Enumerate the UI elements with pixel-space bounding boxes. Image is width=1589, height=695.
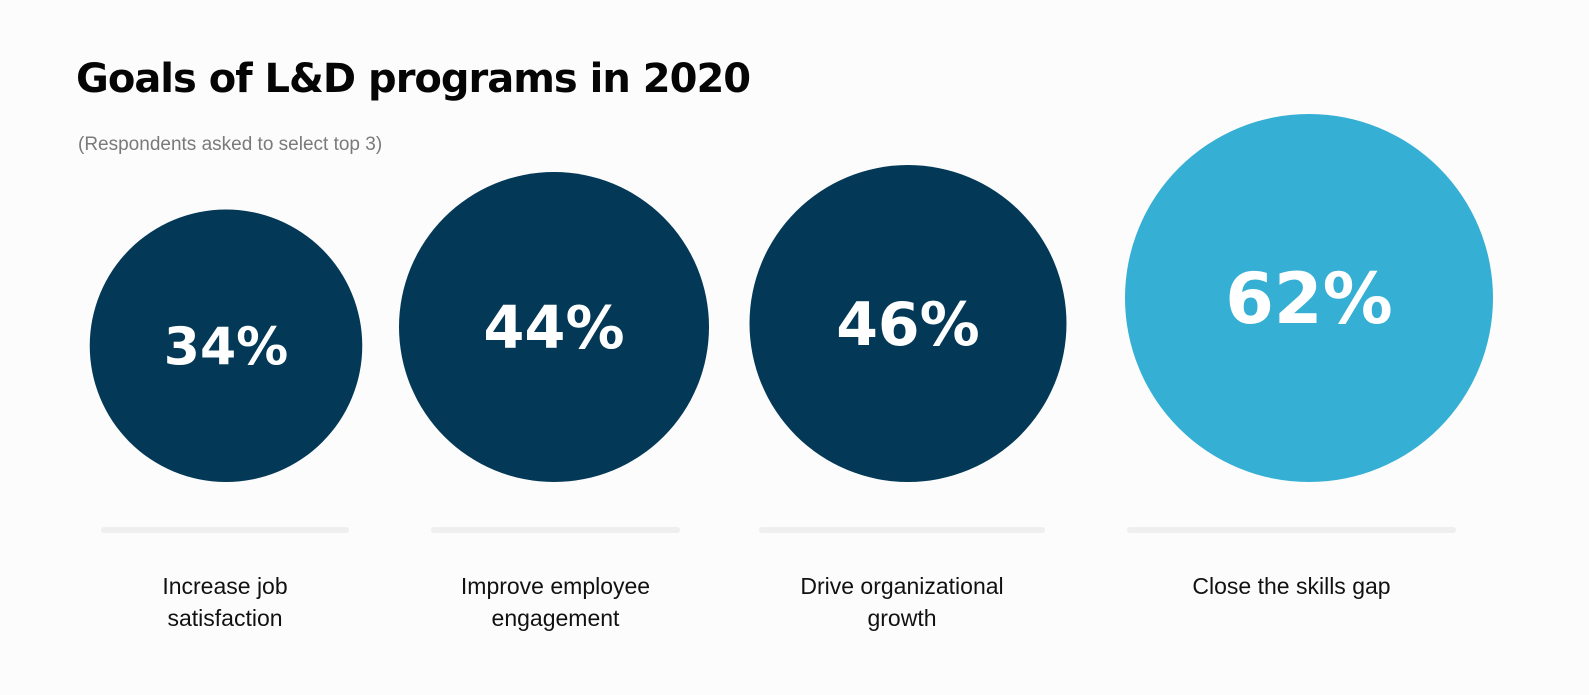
bubble-value-label-2: 44% (483, 293, 624, 362)
chart-subtitle: (Respondents asked to select top 3) (78, 134, 383, 155)
bubble-4 (1125, 114, 1493, 482)
category-label-line: engagement (491, 605, 620, 631)
category-separator-4 (1127, 527, 1456, 533)
category-label-3: Drive organizational growth (752, 570, 1052, 634)
category-label-line: satisfaction (167, 605, 283, 631)
category-label-1: Increase job satisfaction (75, 570, 375, 634)
category-label-line: Improve employee (460, 573, 651, 599)
bubble-3 (749, 165, 1067, 483)
chart-title: Goals of L&D programs in 2020 (76, 56, 751, 102)
bubble-value-label-4: 62% (1225, 258, 1393, 340)
category-label-line: Increase job (162, 573, 288, 599)
bubble-2 (398, 171, 710, 482)
category-label-2: Improve employee engagement (406, 570, 706, 634)
category-label-line: Drive organizational (800, 573, 1004, 599)
category-separator-2 (431, 527, 680, 533)
bubble-value-label-3: 46% (836, 290, 980, 360)
bubble-value-label-1: 34% (164, 317, 288, 377)
category-separator-3 (759, 527, 1045, 533)
category-label-line: Close the skills gap (1192, 573, 1391, 599)
bubble-1 (89, 209, 363, 482)
category-label-line: growth (867, 605, 937, 631)
category-separator-1 (101, 527, 349, 533)
category-label-4: Close the skills gap (1142, 570, 1442, 602)
